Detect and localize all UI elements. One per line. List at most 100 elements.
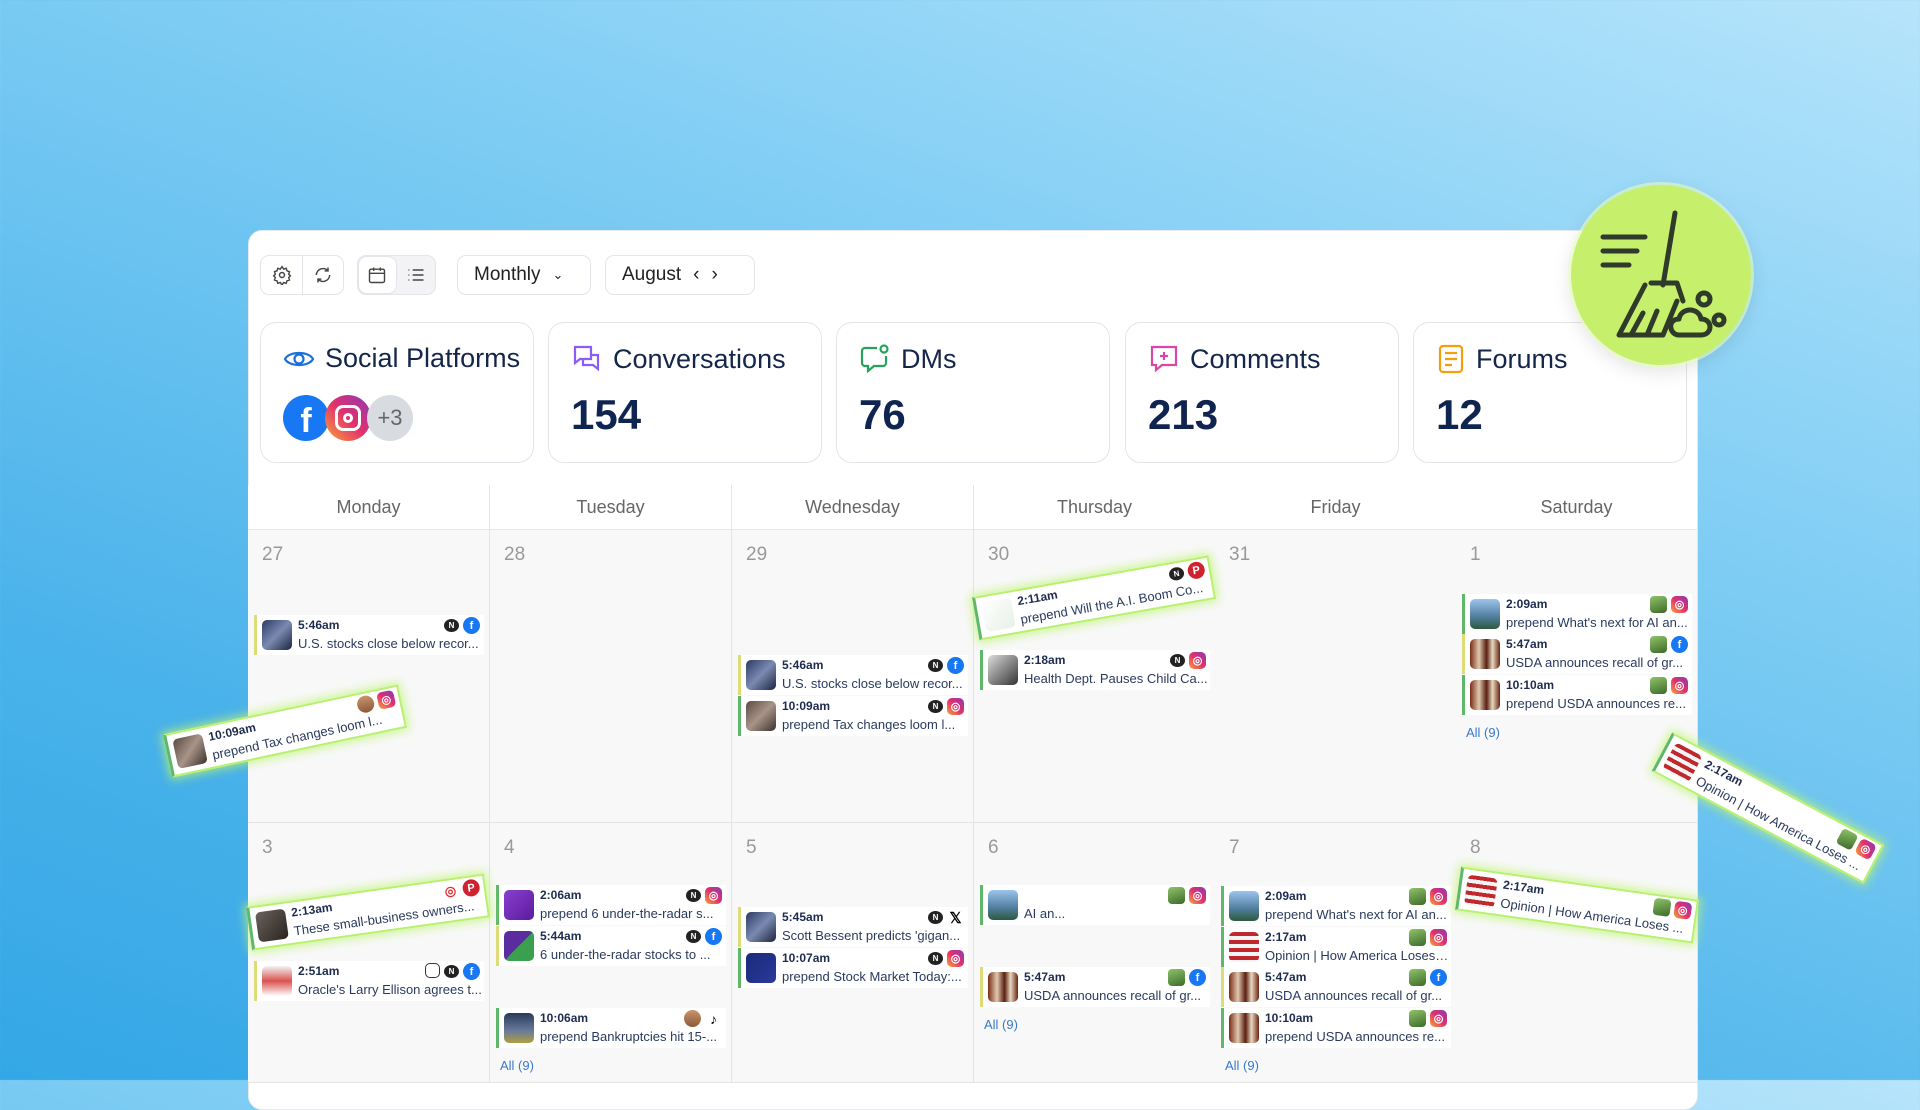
event-time: 10:06am <box>540 1011 589 1025</box>
event-card[interactable]: AI an... ◎ <box>980 885 1210 925</box>
day-cell[interactable]: 31 <box>1215 530 1457 823</box>
instagram-icon: ◎ <box>1671 596 1688 613</box>
settings-button[interactable] <box>261 256 302 294</box>
day-number: 5 <box>746 837 757 858</box>
instagram-icon: ◎ <box>1673 900 1693 920</box>
stat-title: Social Platforms <box>325 343 521 373</box>
event-title: prepend 6 under-the-radar s... <box>540 906 714 921</box>
refresh-button[interactable] <box>302 256 343 294</box>
event-title: Oracle's Larry Ellison agrees t... <box>298 982 482 997</box>
show-all-link[interactable]: All (9) <box>1466 725 1500 740</box>
event-thumbnail <box>1662 742 1703 783</box>
event-card[interactable]: 10:10am prepend USDA announces re... ◎ <box>1221 1008 1451 1048</box>
facebook-icon: f <box>1189 969 1206 986</box>
event-time: 2:13am <box>290 899 334 920</box>
show-all-link[interactable]: All (9) <box>500 1058 534 1073</box>
event-thumbnail <box>746 701 776 731</box>
event-thumbnail <box>981 597 1016 633</box>
event-card[interactable]: 2:06am prepend 6 under-the-radar s... N ◎ <box>496 885 726 925</box>
event-card[interactable]: 10:09am prepend Tax changes loom l... N ◎ <box>738 696 968 736</box>
stat-value: 213 <box>1148 391 1219 438</box>
event-time: 5:47am <box>1024 970 1066 984</box>
day-cell[interactable]: 7 2:09am prepend What's next for AI an... ◎… <box>1215 823 1457 1083</box>
stat-card-social-platforms[interactable]: Social Platforms f +3 <box>260 322 534 463</box>
calendar-view-button[interactable] <box>358 256 397 294</box>
event-title: 6 under-the-radar stocks to ... <box>540 947 711 962</box>
event-card[interactable]: 10:10am prepend USDA announces re... ◎ <box>1462 675 1692 715</box>
account-avatar-icon <box>355 694 376 715</box>
day-cell[interactable]: 6 AI an... ◎ 5:47am USDA announces recall of… <box>974 823 1216 1083</box>
prev-month-button[interactable]: ‹ <box>693 264 700 285</box>
event-title: prepend What's next for AI an... <box>1265 907 1447 922</box>
news-outlet-icon: N <box>444 619 459 632</box>
stat-card-dms[interactable]: DMs 76 <box>836 322 1110 463</box>
event-card[interactable]: 10:06am prepend Bankruptcies hit 15-... ♪ <box>496 1008 726 1048</box>
day-cell[interactable]: 4 2:06am prepend 6 under-the-radar s... N ◎ 5… <box>490 823 732 1083</box>
pinterest-icon: P <box>1186 560 1207 581</box>
event-card[interactable]: 5:47am USDA announces recall of gr... f <box>1221 967 1451 1007</box>
event-thumbnail <box>504 931 534 961</box>
event-icons: ◎ <box>1650 677 1688 694</box>
day-cell[interactable]: 27 5:46am U.S. stocks close below recor...… <box>248 530 490 823</box>
event-thumbnail <box>746 912 776 942</box>
event-title: USDA announces recall of gr... <box>1265 988 1443 1003</box>
account-avatar-icon <box>1409 1010 1426 1027</box>
event-thumbnail <box>1229 891 1259 921</box>
event-card[interactable]: 5:47am USDA announces recall of gr... f <box>980 967 1210 1007</box>
show-all-link[interactable]: All (9) <box>1225 1058 1259 1073</box>
event-time: 10:10am <box>1506 678 1555 692</box>
event-card[interactable]: 2:51am Oracle's Larry Ellison agrees t...… <box>254 961 484 1001</box>
day-cell[interactable]: 3 2:51am Oracle's Larry Ellison agrees t..… <box>248 823 490 1083</box>
refresh-icon <box>315 267 331 283</box>
broom-badge <box>1571 185 1751 365</box>
day-cell[interactable]: 1 2:09am prepend What's next for AI an... ◎… <box>1456 530 1698 823</box>
event-title: USDA announces recall of gr... <box>1506 655 1684 670</box>
view-toggle <box>357 255 436 295</box>
event-card[interactable]: 5:47am USDA announces recall of gr... f <box>1462 634 1692 674</box>
news-outlet-icon: N <box>686 889 701 902</box>
x-icon: 𝕏 <box>949 909 962 927</box>
more-platforms-badge[interactable]: +3 <box>367 395 413 441</box>
event-icons: ◎ <box>1409 1010 1447 1027</box>
event-thumbnail <box>988 972 1018 1002</box>
day-cell[interactable]: 29 5:46am U.S. stocks close below recor...… <box>732 530 974 823</box>
event-title: AI an... <box>1024 906 1066 921</box>
event-icons: N ◎ <box>1170 652 1206 669</box>
event-time: 5:47am <box>1265 970 1307 984</box>
view-mode-dropdown[interactable]: Monthly ⌄ <box>457 255 591 295</box>
stat-card-comments[interactable]: Comments 213 <box>1125 322 1399 463</box>
message-icon <box>860 344 889 374</box>
instagram-icon: ◎ <box>1430 929 1447 946</box>
eye-icon <box>283 351 315 366</box>
event-card[interactable]: 2:09am prepend What's next for AI an... ◎ <box>1221 886 1451 926</box>
event-time: 10:10am <box>1265 1011 1314 1025</box>
event-thumbnail <box>255 908 289 943</box>
news-outlet-icon: N <box>928 952 943 965</box>
event-thumbnail <box>1470 599 1500 629</box>
next-month-button[interactable]: › <box>711 264 718 285</box>
event-card[interactable]: 5:45am Scott Bessent predicts 'gigan... N 𝕏 <box>738 907 968 947</box>
facebook-icon: f <box>463 963 480 980</box>
stat-card-conversations[interactable]: Conversations 154 <box>548 322 822 463</box>
day-cell[interactable]: 5 5:45am Scott Bessent predicts 'gigan... N… <box>732 823 974 1083</box>
instagram-icon <box>325 395 371 441</box>
event-card[interactable]: 2:09am prepend What's next for AI an... ◎ <box>1462 594 1692 634</box>
event-card[interactable]: 2:18am Health Dept. Pauses Child Ca... N ◎ <box>980 650 1210 690</box>
list-view-button[interactable] <box>397 256 435 294</box>
show-all-link[interactable]: All (9) <box>984 1017 1018 1032</box>
day-number: 8 <box>1470 837 1481 858</box>
day-cell[interactable]: 28 <box>490 530 732 823</box>
event-card[interactable]: 10:07am prepend Stock Market Today:... N ◎ <box>738 948 968 988</box>
account-avatar-icon <box>1650 596 1667 613</box>
event-thumbnail <box>746 660 776 690</box>
stat-title: DMs <box>901 343 957 374</box>
day-cell[interactable]: 8 <box>1456 823 1698 1083</box>
event-time: 5:45am <box>782 910 824 924</box>
stat-value: 154 <box>571 391 642 438</box>
event-card[interactable]: 2:17am Opinion | How America Loses ... ◎ <box>1221 927 1451 967</box>
account-avatar-icon <box>1168 887 1185 904</box>
